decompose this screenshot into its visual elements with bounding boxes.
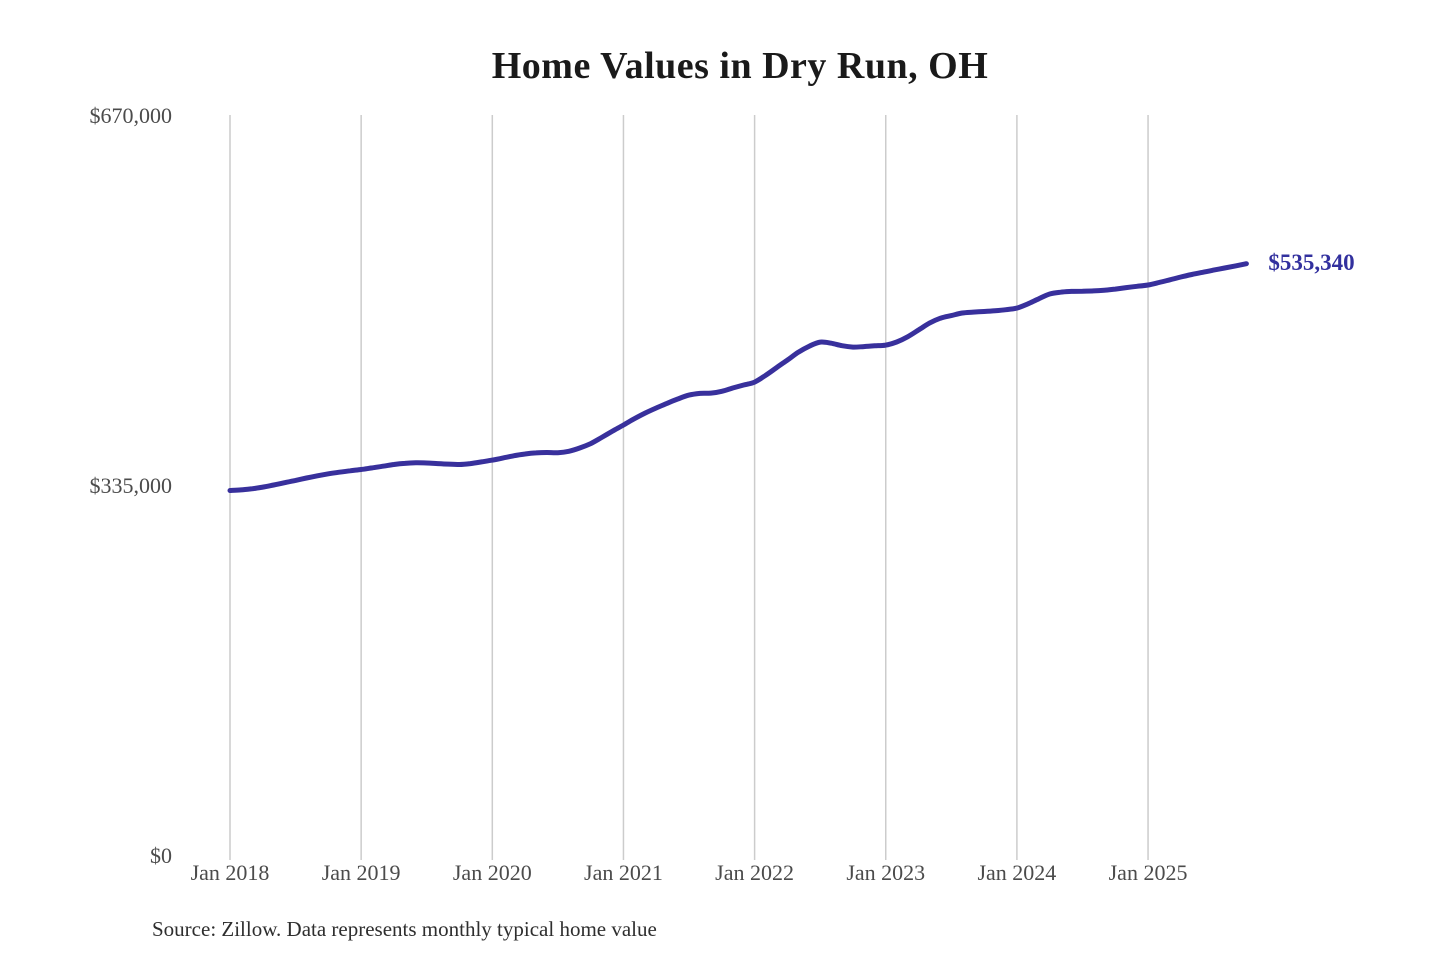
chart-title: Home Values in Dry Run, OH — [491, 45, 989, 87]
vertical-gridlines — [229, 115, 1149, 860]
x-axis-label: Jan 2021 — [584, 860, 663, 885]
x-axis-labels: Jan 2018 Jan 2019 Jan 2020 Jan 2021 Jan 2022… — [191, 860, 1188, 885]
y-axis-label: $335,000 — [90, 473, 173, 498]
x-axis-label: Jan 2025 — [1109, 860, 1188, 885]
x-axis-label: Jan 2024 — [977, 860, 1056, 885]
x-axis-label: Jan 2023 — [846, 860, 925, 885]
source-note: Source: Zillow. Data represents monthly … — [152, 917, 657, 941]
home-value-line — [227, 261, 1249, 493]
y-axis-label: $670,000 — [90, 103, 173, 128]
y-axis-labels: $670,000 $335,000 $0 — [90, 103, 173, 868]
x-axis-label: Jan 2022 — [715, 860, 794, 885]
last-value-label: $535,340 — [1268, 249, 1355, 275]
x-axis-label: Jan 2020 — [453, 860, 532, 885]
x-axis-label: Jan 2018 — [191, 860, 270, 885]
y-axis-label: $0 — [150, 843, 172, 868]
x-axis-label: Jan 2019 — [322, 860, 401, 885]
